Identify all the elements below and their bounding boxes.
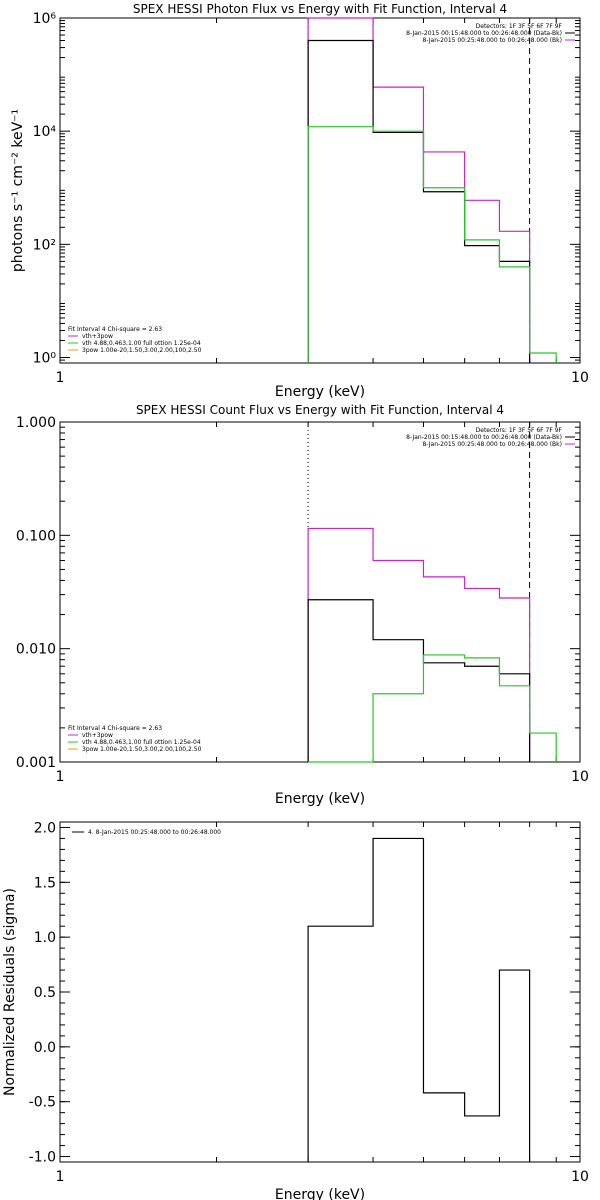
x-axis-label: Energy (keV) [275,1187,365,1200]
series-3-step-line [308,654,557,763]
axes-box [59,17,581,364]
legend-bottom-left-entry: Fit Interval 4 Chi-square = 2.63 [68,725,162,732]
legend-bottom-left-entry: vth 4.88,0.463,1.00 full ottion 1.25e-04 [82,340,201,347]
axes-box [59,821,581,1163]
series-3-step-line [307,126,557,363]
axes-box [59,421,581,763]
series-1-step-line [307,17,531,363]
x-axis-label: Energy (keV) [275,384,365,400]
y-axis-label: Normalized Residuals (sigma) [2,888,18,1096]
legend-bottom-left-entry: vth+3pow [82,732,113,739]
panel-3: 1 10 2.0 1.5 1.0 0.5 0.0 -0.5 -1.0 Energy (keV) No… [2,820,589,1200]
legend-top-right-entry: 8-Jan-2015 00:25:48.000 to 00:26:48.000 … [422,441,562,448]
y-tick-label: 1.000 [16,415,56,431]
legend-top-right-entry: Detectors: 1F 3F 5F 6F 7F 9F [476,427,563,434]
y-tick-label: 0.0 [34,1040,56,1056]
legend-top-right-entry: 8-Jan-2015 00:15:48.000 to 00:26:48.000 … [406,30,562,37]
y-tick-label: 10⁴ [33,124,57,140]
series-2-step-line [307,39,531,363]
y-tick-label: 1.0 [34,930,56,946]
legend-bottom-left-entry: 3pow 1.00e-20,1.50,3.00,2.00,100,2.50 [82,347,202,354]
legend-top-right-entry: Detectors: 1F 3F 5F 6F 7F 9F [476,23,563,30]
y-tick-label: 0.010 [16,642,56,658]
y-tick-label: 2.0 [34,820,56,836]
y-tick-label: 10⁶ [33,11,57,27]
y-tick-label: 10² [33,237,56,253]
panel-2: 1 10 1.000 0.100 0.010 0.001 SPEX HESSI Count … [16,403,589,807]
chart-title: SPEX HESSI Photon Flux vs Energy with Fi… [133,2,507,16]
y-tick-label: 1.5 [34,875,56,891]
series-1-step-line [307,837,531,1162]
x-tick-label: 1 [56,370,65,386]
legend-bottom-left-entry: vth+3pow [82,333,113,340]
legend-top-right-entry: 8-Jan-2015 00:25:48.000 to 00:26:48.000 … [422,37,562,44]
legend-top-left-entry: 4. 8-Jan-2015 00:25:48.000 to 00:26:48.0… [88,829,221,836]
panel-1: 1 10 10⁰ 10² 10⁴ 10⁶ SPEX HESSI Photon Flux vs… [10,2,589,400]
x-tick-label: 10 [571,769,589,785]
x-tick-label: 10 [571,1169,589,1185]
y-tick-label: 0.001 [16,755,56,771]
y-axis-label: photons s⁻¹ cm⁻² keV⁻¹ [10,109,26,272]
x-tick-label: 1 [56,769,65,785]
y-tick-label: 10⁰ [33,351,57,367]
series-2-step-line [307,599,531,762]
series-1-step-line [307,527,531,762]
legend-top-right-entry: 8-Jan-2015 00:15:48.000 to 00:26:48.000 … [406,434,562,441]
y-tick-label: -0.5 [29,1095,56,1111]
chart-title: SPEX HESSI Count Flux vs Energy with Fit… [136,403,504,417]
legend-bottom-left-entry: vth 4.88,0.463,1.00 full ottion 1.25e-04 [82,739,201,746]
x-axis-label: Energy (keV) [275,791,365,807]
y-tick-label: 0.5 [34,985,56,1001]
legend-bottom-left-entry: Fit Interval 4 Chi-square = 2.63 [68,326,162,333]
legend-bottom-left-entry: 3pow 1.00e-20,1.50,3.00,2.00,100,2.50 [82,746,202,753]
x-tick-label: 10 [571,370,589,386]
x-tick-label: 1 [56,1169,65,1185]
y-tick-label: 0.100 [16,528,56,544]
y-tick-label: -1.0 [29,1150,56,1166]
